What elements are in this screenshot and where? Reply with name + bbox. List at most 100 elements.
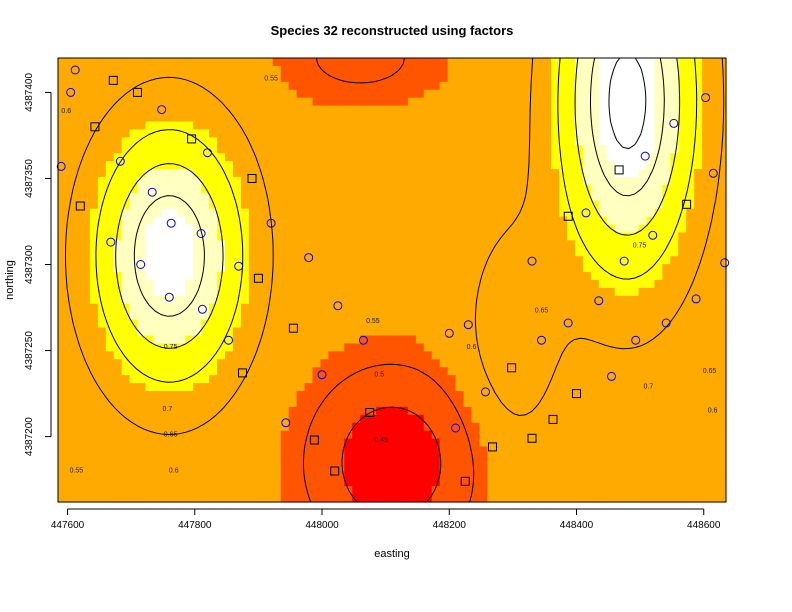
heatmap-cell [81,129,91,138]
heatmap-cell [296,343,306,352]
heatmap-cell [606,383,616,392]
heatmap-cell [129,81,139,91]
heatmap-cell [232,89,242,99]
heatmap-cell [336,216,345,226]
heatmap-cell [662,311,671,321]
heatmap-cell [201,81,210,91]
heatmap-cell [288,97,298,107]
heatmap-cell [113,240,123,249]
heatmap-cell [320,303,329,313]
heatmap-cell [582,470,592,479]
heatmap-cell [630,65,640,75]
heatmap-cell [702,422,711,432]
heatmap-cell [670,232,679,241]
heatmap-cell [646,430,656,440]
heatmap-cell [193,446,202,456]
heatmap-cell [177,470,186,479]
heatmap-cell [304,335,314,345]
heatmap-cell [256,422,266,432]
heatmap-cell [185,438,194,448]
heatmap-cell [614,256,624,265]
heatmap-cell [225,200,234,210]
heatmap-cell [113,351,123,360]
heatmap-cell [702,319,711,329]
heatmap-cell [256,89,266,99]
heatmap-cell [447,121,457,130]
heatmap-cell [392,184,401,194]
heatmap-cell [559,295,568,305]
heatmap-cell [58,280,67,289]
heatmap-cell [694,240,703,249]
heatmap-cell [217,375,226,384]
heatmap-cell [248,161,258,170]
heatmap-cell [718,264,727,273]
heatmap-cell [137,335,147,345]
heatmap-cell [654,367,663,376]
heatmap-cell [630,280,640,289]
heatmap-cell [328,351,337,360]
heatmap-cell [559,391,568,400]
heatmap-cell [654,129,663,138]
heatmap-cell [646,256,656,265]
heatmap-cell [312,351,322,360]
heatmap-cell [678,161,687,170]
heatmap-cell [582,65,592,75]
heatmap-cell [702,486,711,495]
heatmap-cell [232,97,242,107]
heatmap-cell [670,438,679,448]
heatmap-cell [718,383,727,392]
heatmap-cell [566,343,576,352]
heatmap-cell [185,153,194,162]
heatmap-cell [574,264,584,273]
heatmap-cell [248,280,258,289]
heatmap-cell [694,430,703,440]
square-point [563,211,573,221]
heatmap-cell [121,359,131,368]
heatmap-cell [431,327,441,337]
heatmap-cell [662,398,671,408]
heatmap-cell [73,232,83,241]
heatmap-cell [145,73,155,83]
heatmap-cell [360,208,369,218]
heatmap-cell [670,169,679,178]
heatmap-cell [129,287,139,297]
heatmap-cell [678,398,687,408]
heatmap-cell [320,398,329,408]
heatmap-cell [121,398,131,408]
heatmap-cell [129,65,139,75]
heatmap-cell [678,232,687,241]
heatmap-cell [566,398,576,408]
heatmap-cell [630,184,640,194]
heatmap-cell [352,169,361,178]
heatmap-cell [296,430,306,440]
heatmap-cell [670,430,679,440]
heatmap-cell [551,153,560,162]
heatmap-cell [193,73,202,83]
heatmap-cell [439,295,449,305]
heatmap-cell [153,375,162,384]
heatmap-cell [296,121,306,130]
heatmap-cell [590,303,600,313]
heatmap-cell [328,200,337,210]
heatmap-cell [384,73,393,83]
heatmap-cell [153,256,162,265]
heatmap-cell [336,383,345,392]
heatmap-cell [105,184,115,194]
heatmap-cell [209,422,218,432]
heatmap-cell [407,169,417,178]
heatmap-cell [185,121,194,130]
heatmap-cell [455,280,465,289]
heatmap-cell [201,343,210,352]
heatmap-cell [582,272,592,281]
heatmap-cell [352,184,361,194]
heatmap-cell [232,311,242,321]
heatmap-cell [710,89,719,99]
heatmap-cell [201,470,210,479]
heatmap-cell [606,454,616,463]
heatmap-cell [399,280,409,289]
heatmap-cell [407,375,417,384]
heatmap-cell [407,137,417,146]
heatmap-cell [97,113,107,123]
heatmap-cell [407,73,417,83]
heatmap-cell [439,422,449,432]
